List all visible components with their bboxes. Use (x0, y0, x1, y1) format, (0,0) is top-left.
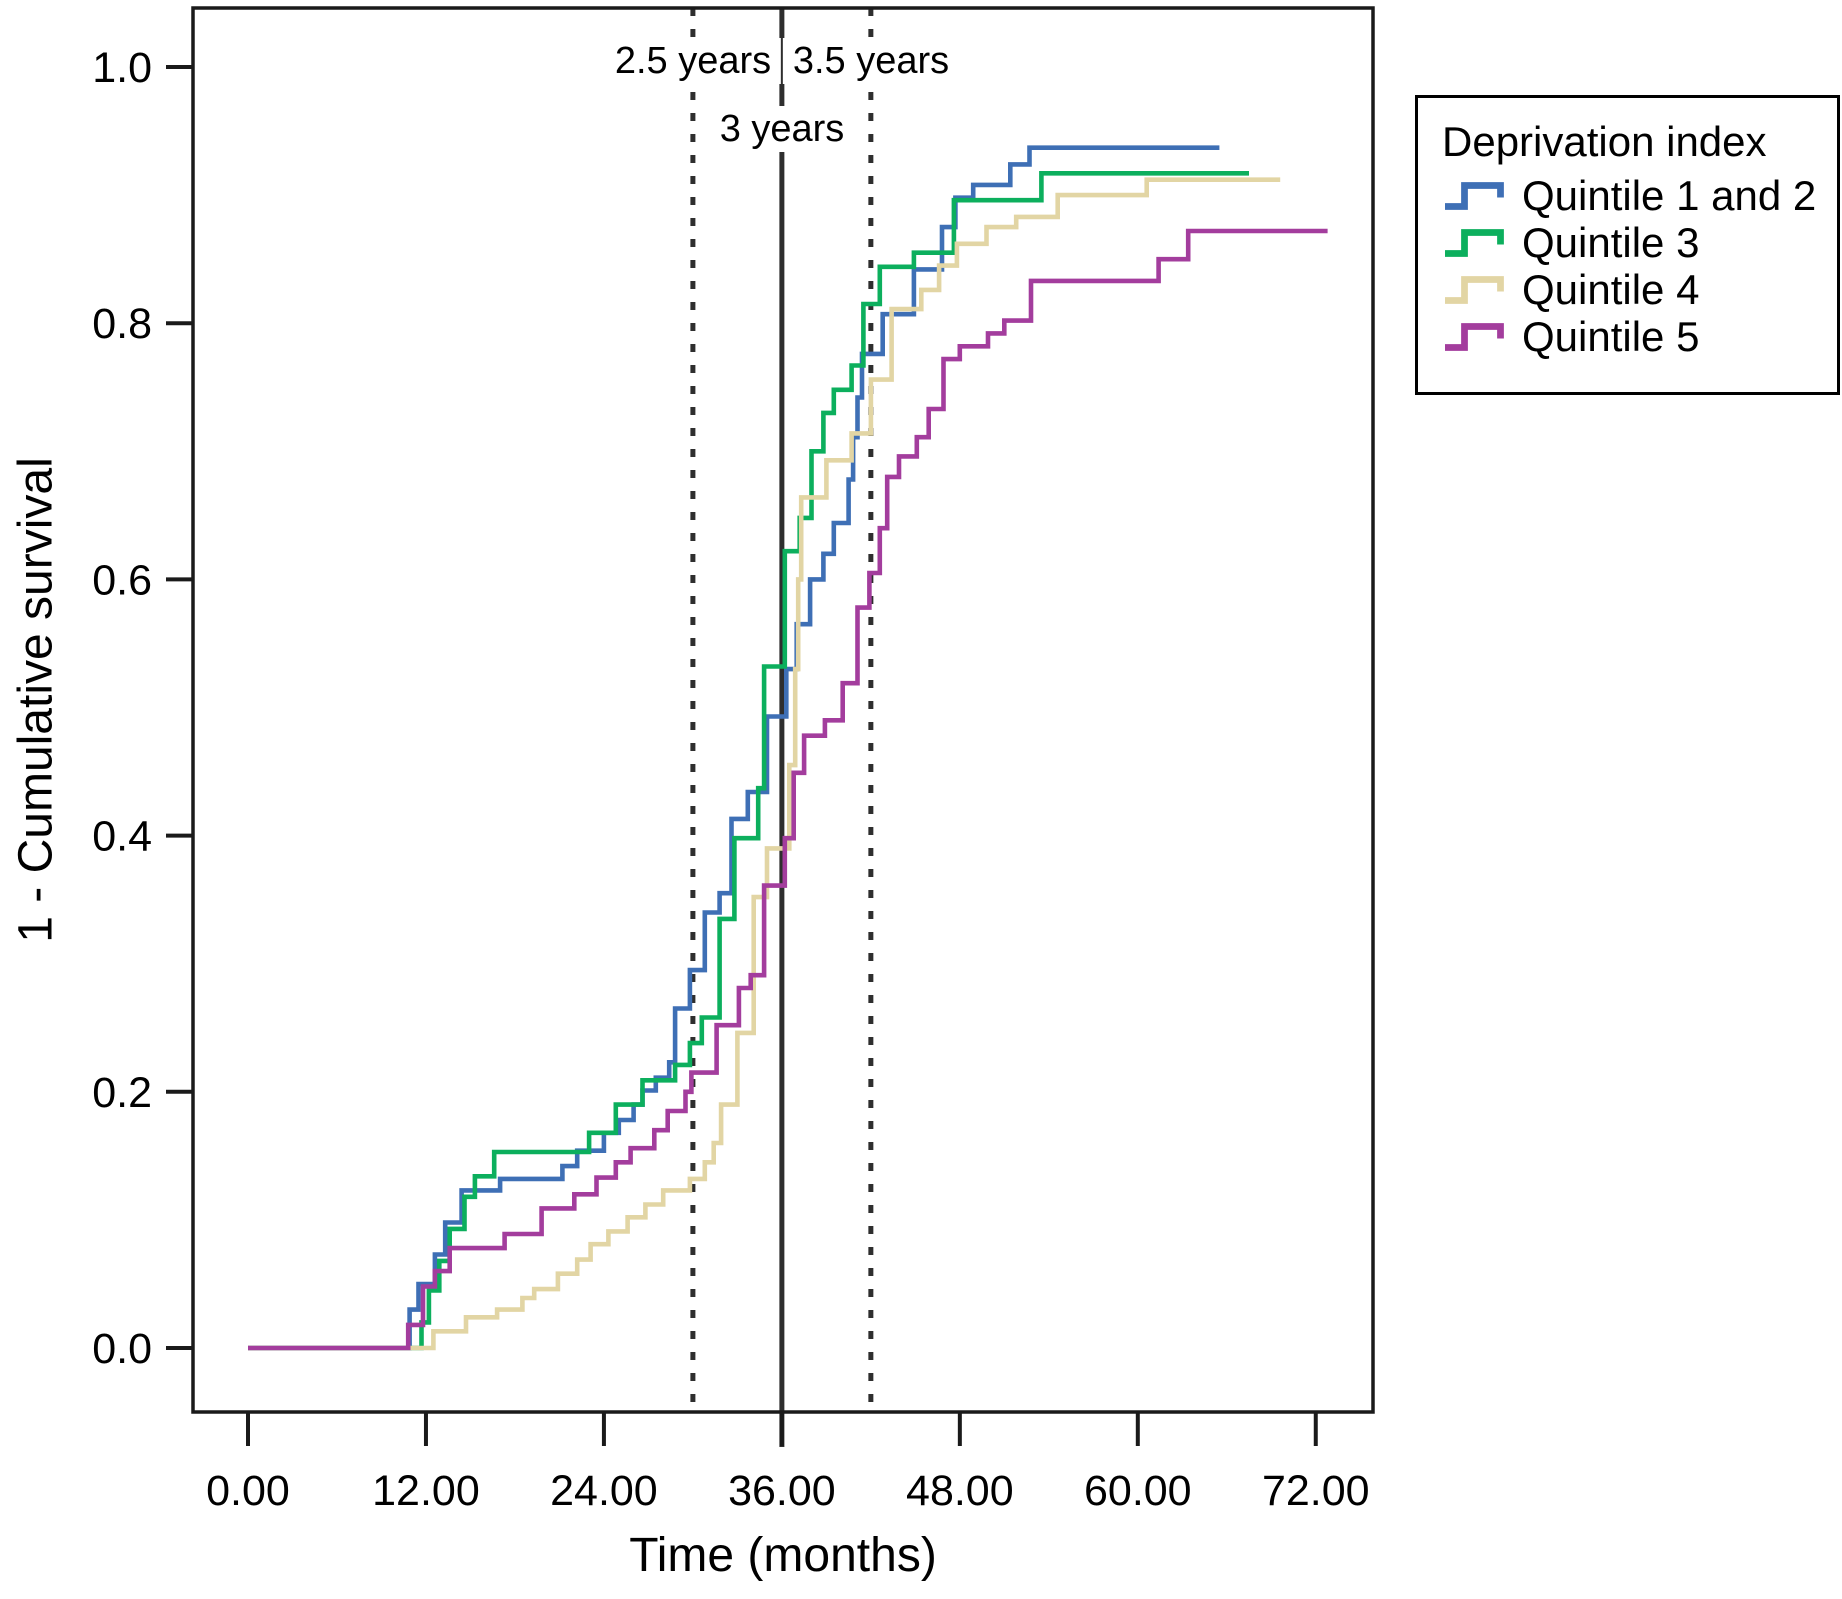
legend-item-quintile-4: Quintile 4 (1418, 266, 1837, 313)
legend-item-quintile-5: Quintile 5 (1418, 313, 1837, 360)
step-line-swatch-quintile-3 (1445, 228, 1504, 257)
y-tick-label: 0.6 (92, 556, 152, 604)
x-tick-label: 36.00 (728, 1467, 836, 1515)
survival-curves (248, 145, 1328, 1351)
y-tick-label: 0.0 (92, 1325, 152, 1373)
reference-label-2-5-years: 2.5 years (604, 38, 782, 84)
reference-label-3-5-years: 3.5 years (782, 38, 960, 84)
x-tick-label: 12.00 (372, 1467, 480, 1515)
x-tick-label: 48.00 (906, 1467, 1014, 1515)
legend-label-quintile-1-and-2: Quintile 1 and 2 (1522, 171, 1817, 219)
legend-label-quintile-5: Quintile 5 (1522, 312, 1700, 360)
x-tick-label: 24.00 (550, 1467, 658, 1515)
x-tick-label: 0.00 (206, 1467, 290, 1515)
reference-label-3-years: 3 years (709, 106, 855, 152)
curve-quintile-1-and-2 (248, 145, 1220, 1351)
step-line-swatch-quintile-5 (1445, 322, 1504, 351)
step-line-swatch-quintile-1-and-2 (1445, 181, 1504, 210)
legend-item-quintile-1-and-2: Quintile 1 and 2 (1418, 172, 1837, 219)
legend-item-quintile-3: Quintile 3 (1418, 219, 1837, 266)
x-tick-label: 72.00 (1262, 1467, 1370, 1515)
legend-label-quintile-3: Quintile 3 (1522, 218, 1700, 266)
step-line-swatch-quintile-4 (1445, 275, 1504, 304)
y-tick-label: 0.2 (92, 1069, 152, 1117)
legend-box: Deprivation index Quintile 1 and 2 Quint… (1415, 95, 1840, 395)
x-axis: 0.00 12.00 24.00 36.00 48.00 60.00 72.00 (206, 1412, 1370, 1515)
x-axis-title: Time (months) (629, 1529, 937, 1582)
legend-title: Deprivation index (1442, 118, 1767, 165)
x-tick-label: 60.00 (1084, 1467, 1192, 1515)
legend-label-quintile-4: Quintile 4 (1522, 265, 1700, 313)
y-tick-label: 0.8 (92, 300, 152, 348)
y-tick-label: 1.0 (92, 44, 152, 92)
y-axis: 0.0 0.2 0.4 0.6 0.8 1.0 (92, 44, 193, 1373)
reference-lines (690, 8, 874, 1447)
curve-quintile-3 (248, 171, 1249, 1351)
curve-quintile-5 (248, 228, 1328, 1351)
y-axis-title: 1 - Cumulative survival (9, 457, 63, 943)
y-tick-label: 0.4 (92, 813, 152, 861)
curve-quintile-4 (248, 177, 1281, 1351)
